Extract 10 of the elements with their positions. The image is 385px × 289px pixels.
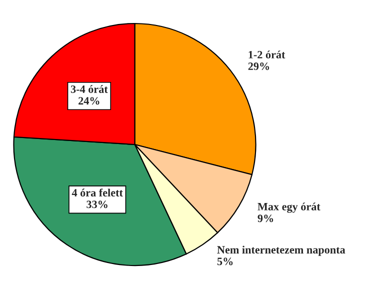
data-label: 9% bbox=[258, 214, 274, 222]
data-label: 24% bbox=[78, 97, 100, 105]
slice-label: 3-4 órát bbox=[70, 85, 108, 93]
slice-label: Max egy órát bbox=[258, 202, 320, 213]
slice-label: 1-2 órát bbox=[248, 50, 286, 58]
data-label: 5% bbox=[217, 258, 233, 266]
data-label: 33% bbox=[86, 200, 108, 208]
data-label: 29% bbox=[248, 62, 270, 70]
slice-label: 4 óra felett bbox=[72, 188, 123, 197]
slice-label: Nem internetezem naponta bbox=[217, 246, 346, 256]
